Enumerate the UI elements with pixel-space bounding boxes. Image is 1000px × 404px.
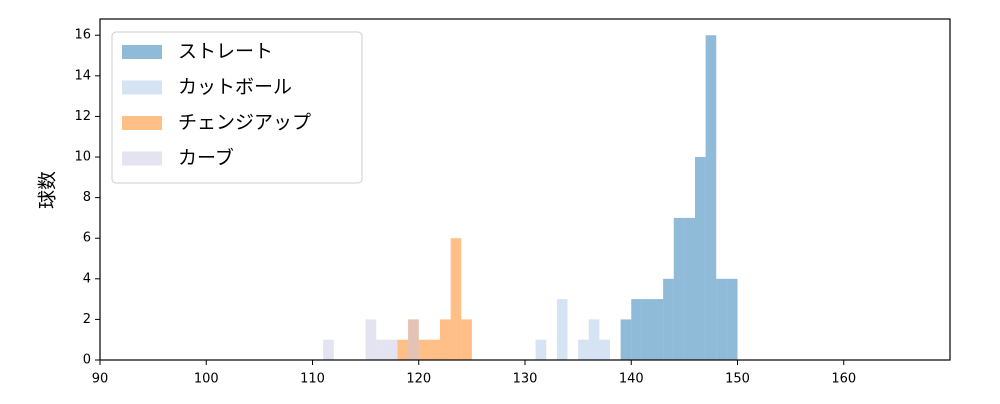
bar [705, 35, 717, 360]
bar [641, 299, 653, 360]
y-tick-label: 4 [83, 271, 91, 286]
bar [663, 278, 674, 360]
bar [376, 339, 387, 360]
bar [429, 339, 440, 360]
x-tick-label: 130 [513, 372, 538, 387]
bar [386, 339, 398, 360]
bar [695, 157, 706, 360]
y-tick-label: 8 [83, 190, 91, 205]
legend-swatch [122, 45, 162, 59]
bar [684, 217, 695, 360]
y-tick-label: 16 [74, 28, 91, 43]
legend-swatch [122, 116, 162, 130]
y-tick-label: 10 [74, 150, 91, 165]
bar [365, 319, 377, 360]
bar [716, 278, 727, 360]
bar [556, 299, 568, 360]
legend-box [111, 31, 363, 184]
bar [652, 299, 664, 360]
bar [408, 319, 419, 360]
y-axis-label: 球数 [37, 171, 59, 209]
y-tick-label: 6 [83, 231, 91, 246]
legend-label: チェンジアップ [178, 112, 311, 134]
x-tick-label: 100 [194, 372, 219, 387]
x-tick-label: 160 [831, 372, 856, 387]
bar [620, 319, 632, 360]
x-tick-label: 120 [406, 372, 431, 387]
legend-swatch [122, 80, 162, 95]
x-tick-label: 150 [725, 372, 750, 387]
legend-label: ストレート [178, 41, 273, 63]
bar [631, 299, 642, 360]
bar [461, 319, 472, 360]
y-tick-label: 0 [83, 353, 91, 368]
bar [535, 339, 547, 360]
y-tick-label: 14 [74, 68, 91, 83]
legend-swatch [122, 151, 162, 166]
y-tick-label: 2 [83, 312, 91, 327]
y-tick-label: 12 [74, 109, 91, 124]
bar [599, 339, 610, 360]
x-tick-label: 140 [619, 372, 644, 387]
bar [673, 217, 685, 360]
bar [440, 319, 451, 360]
bar [578, 339, 589, 360]
x-tick-label: 90 [92, 372, 109, 387]
bar [726, 278, 738, 360]
bar [588, 319, 600, 360]
x-tick-label: 110 [300, 372, 325, 387]
bar [397, 339, 409, 360]
bar [418, 339, 430, 360]
legend-label: カットボール [178, 76, 292, 98]
bar [323, 339, 334, 360]
bar [450, 238, 462, 360]
legend-label: カーブ [178, 146, 234, 169]
